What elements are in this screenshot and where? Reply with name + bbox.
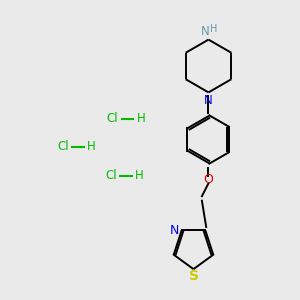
Text: N: N	[200, 25, 209, 38]
Text: H: H	[87, 140, 96, 154]
Text: N: N	[169, 224, 179, 236]
Text: Cl: Cl	[57, 140, 69, 154]
Text: Cl: Cl	[106, 112, 118, 125]
Text: Cl: Cl	[105, 169, 117, 182]
Text: S: S	[188, 269, 199, 283]
Text: H: H	[136, 112, 145, 125]
Text: N: N	[204, 94, 213, 107]
Text: H: H	[135, 169, 144, 182]
Text: O: O	[204, 173, 213, 186]
Text: H: H	[210, 24, 218, 34]
